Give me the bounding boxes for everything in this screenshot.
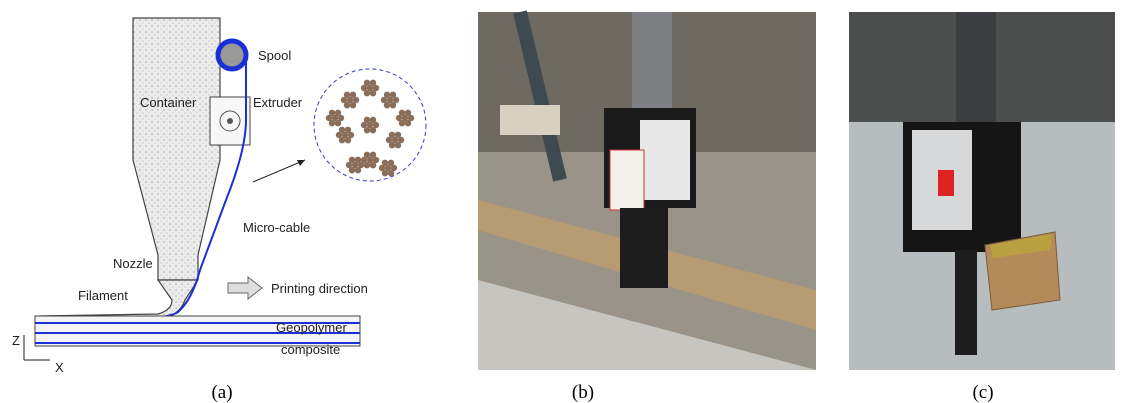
label: Container <box>140 95 197 110</box>
label: Z <box>12 333 20 348</box>
label: Printing direction <box>271 281 368 296</box>
strand <box>352 162 358 168</box>
strand <box>347 97 353 103</box>
diagram: Spool Container Extruder Micro-cable Noz… <box>12 18 426 375</box>
caption: (c) <box>972 382 993 403</box>
caption: (b) <box>572 382 594 403</box>
strand <box>367 122 373 128</box>
label: Filament <box>78 288 128 303</box>
label: Micro-cable <box>243 220 310 235</box>
extruder-hub <box>227 118 233 124</box>
strand <box>385 165 391 171</box>
strand <box>342 132 348 138</box>
pointer-arrow <box>253 160 305 182</box>
label: Nozzle <box>113 256 153 271</box>
photo-c <box>849 12 1115 370</box>
strand <box>332 115 338 121</box>
container-shape <box>133 18 220 280</box>
label: Geopolymer <box>276 320 347 335</box>
label: Extruder <box>253 95 303 110</box>
direction-arrow <box>228 277 262 299</box>
strand <box>402 115 408 121</box>
photo-b <box>478 12 816 370</box>
label: X <box>55 360 64 375</box>
label: Spool <box>258 48 291 63</box>
caption: (a) <box>211 382 232 403</box>
spool <box>218 41 246 69</box>
strand <box>367 157 373 163</box>
strand <box>367 85 373 91</box>
strand <box>387 97 393 103</box>
strand <box>392 137 398 143</box>
figure: Spool Container Extruder Micro-cable Noz… <box>0 0 1127 403</box>
page: Spool Container Extruder Micro-cable Noz… <box>0 0 1127 403</box>
label: composite <box>281 342 340 357</box>
